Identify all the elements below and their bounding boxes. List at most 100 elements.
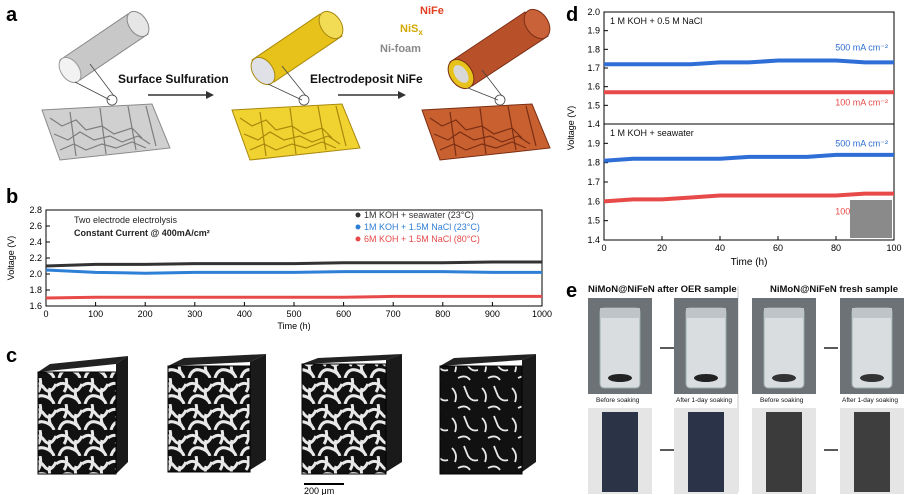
y-tick-label: 1.8 (587, 158, 600, 168)
y-tick-label: 2.0 (29, 269, 42, 279)
y-tick-label: 1.4 (587, 235, 600, 245)
note-2: Constant Current @ 400mA/cm² (74, 228, 210, 238)
sem-inset (850, 200, 892, 238)
legend-marker-2 (355, 236, 361, 242)
caption-before-2: Before soaking (760, 397, 804, 404)
chart-d: 1.4 1.5 1.6 1.7 1.8 1.9 2.0 1 M KOH + 0.5 M NaC… (566, 7, 902, 268)
panel-d-label: d (566, 4, 579, 26)
foam-rust (421, 103, 551, 161)
panel-b-label: b (6, 186, 19, 208)
panel-a-schematic: Surface Sulfuration Electrodeposit NiFe … (41, 5, 551, 161)
caption-before-1: Before soaking (596, 397, 640, 404)
electrode-photo-3 (752, 408, 816, 494)
x-tick-label: 60 (773, 243, 783, 253)
foam-gold (231, 103, 361, 161)
y-axis-label: Voltage (V) (566, 106, 576, 151)
x-tick-label: 300 (187, 309, 202, 319)
x-tick-label: 400 (237, 309, 252, 319)
caption-after-2: After 1-day soaking (842, 397, 898, 404)
x-tick-label: 500 (286, 309, 301, 319)
y-tick-label: 2.2 (29, 253, 42, 263)
step-1-label: Surface Sulfuration (118, 72, 229, 86)
vial-photo-4 (840, 298, 904, 394)
note-1: Two electrode electrolysis (74, 215, 178, 225)
y-axis-label: Voltage (V) (6, 236, 16, 281)
x-tick-label: 40 (715, 243, 725, 253)
series-line-0 (45, 260, 542, 268)
y-tick-label: 1.8 (587, 44, 600, 54)
series-line-2 (45, 294, 542, 300)
x-tick-label: 100 (886, 243, 901, 253)
chart-b: 1.6 1.8 2.0 2.2 2.4 2.6 2.8 0 100 200 300 400 500 600… (6, 205, 552, 331)
x-tick-label: 200 (138, 309, 153, 319)
y-tick-label: 1.7 (587, 177, 600, 187)
x-tick-label: 1000 (532, 309, 552, 319)
series-label-1: 100 mA cm⁻² (835, 97, 888, 107)
panel-title: 1 M KOH + seawater (610, 128, 694, 138)
foam-gray (41, 103, 171, 161)
y-tick-label: 1.5 (587, 216, 600, 226)
panel-title: 1 M KOH + 0.5 M NaCl (610, 16, 702, 26)
gold-rod (250, 10, 344, 86)
x-tick-label: 800 (435, 309, 450, 319)
panel-e-label: e (566, 280, 578, 302)
arrow-2 (338, 91, 406, 99)
x-tick-label: 700 (386, 309, 401, 319)
x-axis-label: Time (h) (277, 321, 310, 331)
x-tick-label: 600 (336, 309, 351, 319)
x-tick-label: 0 (601, 243, 606, 253)
nifoam-label: Ni-foam (380, 43, 421, 55)
panel-a-label: a (6, 4, 18, 26)
vial-photo-1 (588, 298, 652, 394)
electrode-photo-1 (588, 408, 652, 494)
y-tick-label: 1.6 (587, 82, 600, 92)
y-tick-label: 2.4 (29, 237, 42, 247)
y-tick-label: 1.5 (587, 100, 600, 110)
title-after-oer: NiMoN@NiFeN after OER sample (588, 284, 737, 295)
y-tick-label: 1.4 (587, 119, 600, 129)
title-fresh: NiMoN@NiFeN fresh sample (770, 284, 898, 295)
panel-e-photos: NiMoN@NiFeN after OER sample NiMoN@NiFeN… (588, 284, 904, 494)
y-tick-label: 1.6 (29, 301, 42, 311)
legend-label-2: 6M KOH + 1.5M NaCl (80°C) (364, 234, 480, 244)
series-line-0 (604, 58, 894, 67)
tomo-block-1 (37, 356, 128, 475)
legend-marker-1 (355, 224, 361, 230)
y-tick-label: 1.8 (29, 285, 42, 295)
caption-after-1: After 1-day soaking (676, 397, 732, 404)
legend-label-1: 1M KOH + 1.5M NaCl (23°C) (364, 222, 480, 232)
electrode-photo-2 (674, 408, 738, 494)
tomo-block-4 (439, 354, 536, 475)
panel-c-tomography: 200 μm (37, 354, 536, 495)
gray-rod (58, 10, 150, 84)
y-tick-label: 2.6 (29, 221, 42, 231)
y-tick-label: 1.6 (587, 196, 600, 206)
tomo-block-3 (301, 354, 402, 475)
y-tick-label: 1.9 (587, 26, 600, 36)
series-line-1 (603, 191, 894, 204)
electrode-photo-4 (840, 408, 904, 494)
legend-marker-0 (355, 212, 361, 218)
series-label-0: 500 mA cm⁻² (835, 139, 888, 149)
x-tick-label: 0 (43, 309, 48, 319)
scale-bar-label: 200 μm (304, 486, 334, 495)
step-2-label: Electrodeposit NiFe (310, 72, 423, 86)
nis-label: NiSx (400, 23, 423, 37)
x-tick-label: 900 (485, 309, 500, 319)
x-tick-label: 100 (88, 309, 103, 319)
nife-label: NiFe (420, 5, 444, 17)
tomo-block-2 (167, 354, 266, 473)
series-label-0: 500 mA cm⁻² (835, 42, 888, 52)
panel-c-label: c (6, 345, 18, 367)
series-line-0 (603, 152, 894, 163)
series-line-1 (45, 268, 542, 275)
y-tick-label: 1.9 (587, 138, 600, 148)
arrow-1 (148, 91, 214, 99)
x-tick-label: 20 (657, 243, 667, 253)
y-tick-label: 2.0 (587, 7, 600, 17)
rust-rod (447, 8, 551, 90)
y-tick-label: 1.7 (587, 63, 600, 73)
legend-label-0: 1M KOH + seawater (23°C) (364, 210, 474, 220)
zoom-lines (74, 63, 506, 106)
x-tick-label: 80 (831, 243, 841, 253)
